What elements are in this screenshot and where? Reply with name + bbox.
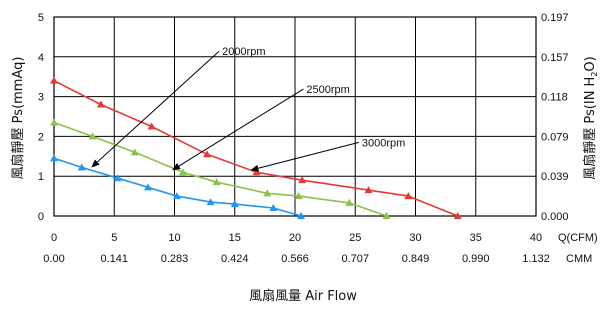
x-tick-label-cmm-0: 0.00	[43, 253, 64, 265]
data-point-3000rpm-7	[404, 192, 413, 200]
data-point-2000rpm-4	[172, 192, 181, 200]
data-point-2500rpm-6	[294, 192, 303, 200]
plot-frame	[53, 16, 537, 217]
data-point-3000rpm-6	[364, 186, 373, 194]
x-tick-label-cmm-8: 1.132	[522, 253, 550, 265]
grid	[53, 16, 537, 217]
x-tick-label-6: 30	[409, 232, 421, 244]
data-point-2500rpm-8	[382, 212, 391, 219]
x-axis-title: 風扇風量 Air Flow	[249, 288, 357, 304]
data-point-2000rpm-3	[143, 183, 152, 191]
data-point-3000rpm-8	[453, 212, 462, 219]
x-tick-label-4: 20	[289, 232, 301, 244]
data-point-2500rpm-2	[130, 148, 139, 156]
annotation-arrow-1	[172, 88, 304, 171]
annotation-label-1: 2500rpm	[306, 84, 349, 96]
data-point-3000rpm-2	[147, 122, 156, 130]
annotation-arrow-head-0	[91, 159, 100, 168]
data-point-2000rpm-6	[230, 200, 239, 208]
data-point-2000rpm-1	[77, 163, 86, 171]
y-tick-label-left-2: 2	[38, 131, 44, 143]
y-tick-label-right-1: 0.039	[541, 171, 569, 183]
x-tick-label-cmm-1: 0.141	[100, 253, 128, 265]
data-point-2500rpm-1	[88, 132, 97, 140]
y-tick-label-right-3: 0.118	[541, 92, 568, 104]
x-tick-label-8: 40	[530, 232, 542, 244]
data-point-2000rpm-2	[113, 174, 122, 182]
y-tick-label-left-5: 5	[38, 12, 44, 24]
annotation-arrow-shaft-0	[96, 50, 220, 163]
x-tick-label-cmm-7: 0.990	[462, 253, 490, 265]
y-tick-label-left-0: 0	[38, 211, 44, 223]
data-point-2000rpm-8	[297, 212, 306, 219]
y-axis-title-right: 風扇靜壓 Ps(IN H2O)	[582, 56, 599, 179]
annotation-label-0: 2000rpm	[222, 46, 265, 58]
x-unit-cfm: Q(CFM)	[558, 232, 598, 244]
x-tick-label-cmm-5: 0.707	[341, 253, 369, 265]
y-axis-title-right-subscript: 2	[590, 72, 599, 77]
annotation-arrow-2	[250, 141, 359, 172]
data-point-3000rpm-0	[50, 76, 58, 84]
data-point-3000rpm-1	[96, 100, 105, 108]
annotation-arrow-head-1	[172, 163, 181, 171]
x-tick-label-cmm-2: 0.283	[161, 253, 189, 265]
x-tick-label-3: 15	[229, 232, 241, 244]
x-tick-label-5: 25	[349, 232, 361, 244]
x-unit-cmm: CMM	[566, 253, 592, 265]
data-point-2500rpm-3	[178, 168, 187, 176]
y-tick-label-left-1: 1	[38, 171, 44, 183]
x-tick-label-1: 5	[111, 232, 117, 244]
x-tick-label-2: 10	[168, 232, 180, 244]
x-tick-label-7: 35	[470, 232, 482, 244]
data-point-2500rpm-4	[212, 178, 221, 186]
x-tick-label-cmm-3: 0.424	[221, 253, 249, 265]
data-point-3000rpm-5	[298, 176, 307, 184]
y-tick-label-right-0: 0.000	[541, 211, 569, 223]
annotation-arrow-shaft-2	[258, 141, 359, 169]
data-point-2000rpm-7	[269, 204, 278, 212]
x-tick-label-cmm-6: 0.849	[402, 253, 430, 265]
data-point-2500rpm-5	[263, 189, 272, 197]
y-axis-title-left: 風扇靜壓 Ps(mmAq)	[10, 57, 26, 180]
data-point-2500rpm-7	[345, 198, 354, 206]
annotation-arrow-head-2	[250, 164, 260, 172]
series-layer	[50, 76, 462, 219]
y-tick-label-right-4: 0.157	[541, 52, 569, 64]
data-point-2500rpm-0	[50, 118, 58, 126]
x-tick-label-cmm-4: 0.566	[281, 253, 309, 265]
annotation-label-2: 3000rpm	[362, 137, 405, 149]
annotations: 2000rpm 2500rpm 3000rpm	[91, 46, 405, 172]
tick-labels: 00.0050.141100.283150.424200.566250.7073…	[38, 12, 598, 265]
data-point-3000rpm-3	[203, 150, 212, 158]
x-tick-label-0: 0	[51, 232, 57, 244]
y-tick-label-left-4: 4	[38, 52, 44, 64]
annotation-arrow-shaft-1	[178, 88, 304, 167]
y-tick-label-left-3: 3	[38, 92, 44, 104]
y-axis-title-right-close: O)	[583, 56, 598, 71]
y-tick-label-right-2: 0.079	[541, 131, 569, 143]
y-tick-label-right-5: 0.197	[541, 12, 569, 24]
data-point-2000rpm-0	[50, 154, 58, 162]
annotation-arrow-0	[91, 50, 220, 168]
y-axis-title-right-main: 風扇靜壓 Ps(IN H	[582, 77, 598, 180]
data-point-3000rpm-4	[252, 168, 261, 176]
data-point-2000rpm-5	[206, 198, 215, 206]
